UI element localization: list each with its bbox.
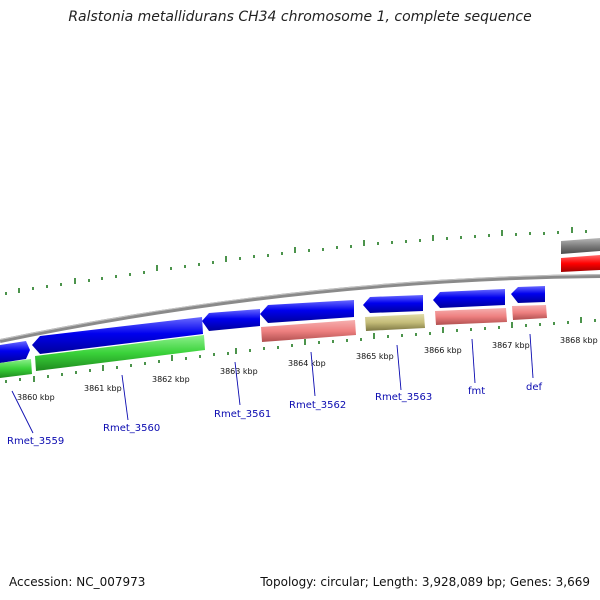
ruler-label: 3866 kbp [424,346,462,355]
ruler-label: 3865 kbp [356,352,394,361]
ruler-label: 3868 kbp [560,336,598,345]
gene-label-rmet-3562[interactable]: Rmet_3562 [289,400,346,411]
gene-arrow-def[interactable] [511,286,545,303]
ruler-label: 3867 kbp [492,341,530,350]
gene-arrow-rmet-3563[interactable] [363,295,423,313]
outer-strand-features [0,238,600,363]
green-feature-rmet-3560[interactable] [35,335,205,371]
green-feature[interactable] [0,359,32,378]
gene-arrow[interactable] [0,341,30,363]
gene-label-fmt[interactable]: fmt [468,386,485,397]
salmon-feature-rmet-3562[interactable] [261,320,356,342]
gene-arrow-fmt[interactable] [433,289,505,308]
salmon-feature-def[interactable] [512,305,547,320]
gene-label-rmet-3559[interactable]: Rmet_3559 [7,436,64,447]
genome-summary-text: Topology: circular; Length: 3,928,089 bp… [260,575,590,589]
outer-tick-ruler [5,227,587,295]
gene-label-def[interactable]: def [526,382,543,393]
ruler-label: 3860 kbp [17,393,55,402]
gene-label-rmet-3560[interactable]: Rmet_3560 [103,423,160,434]
gene-arrow-rmet-3560[interactable] [32,317,203,354]
olive-feature-rmet-3563[interactable] [365,314,425,331]
map-title: Ralstonia metallidurans CH34 chromosome … [68,9,532,25]
chromosome-backbone [0,274,600,343]
ruler-label: 3864 kbp [288,359,326,368]
ruler-label: 3863 kbp [220,367,258,376]
gene-arrow-rmet-3561[interactable] [202,309,260,331]
gene-label-rmet-3563[interactable]: Rmet_3563 [375,392,432,403]
gene-arrow-rmet-3562[interactable] [260,300,354,323]
ruler-label: 3861 kbp [84,384,122,393]
gene-label-rmet-3561[interactable]: Rmet_3561 [214,409,271,420]
ruler-label: 3862 kbp [152,375,190,384]
gene-label-leaders [11,333,534,434]
ruler-labels: 3860 kbp 3861 kbp 3862 kbp 3863 kbp 3864… [17,336,598,402]
inner-tick-ruler [5,317,596,383]
inner-strand-features [0,305,547,378]
gray-feature[interactable] [561,238,600,254]
accession-text: Accession: NC_007973 [9,575,146,589]
salmon-feature-fmt[interactable] [435,308,507,325]
red-feature[interactable] [561,255,600,272]
gene-labels: Rmet_3559 Rmet_3560 Rmet_3561 Rmet_3562 … [7,382,543,447]
